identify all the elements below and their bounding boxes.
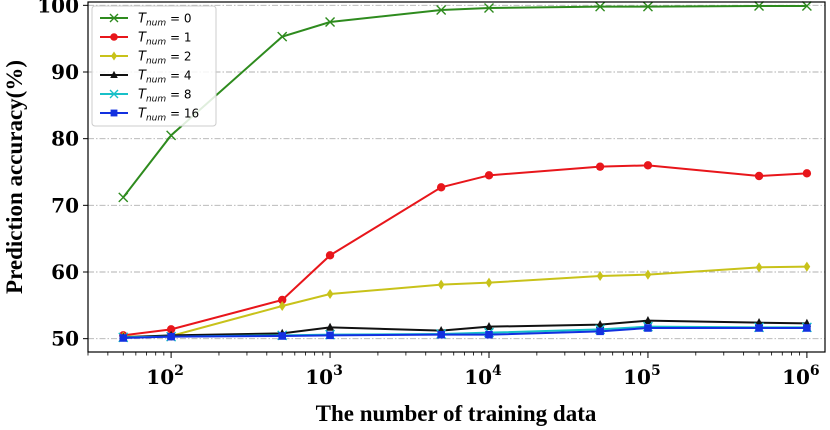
- y-tick-label: 50: [51, 327, 79, 351]
- y-tick-label: 70: [51, 193, 79, 217]
- x-marker: [118, 192, 129, 203]
- x-marker: [109, 13, 119, 23]
- x-tick-label: 103: [305, 363, 343, 389]
- x-axis-title: The number of training data: [316, 401, 597, 426]
- square-marker: [278, 332, 286, 340]
- square-marker: [119, 334, 128, 342]
- diamond-marker: [485, 277, 493, 288]
- square-marker: [803, 324, 811, 332]
- circle-marker: [278, 295, 287, 305]
- diamond-marker: [110, 51, 118, 61]
- legend-label: Tnum = 8: [138, 88, 191, 105]
- diamond-marker: [803, 261, 811, 272]
- series-line: [123, 327, 807, 339]
- triangle-marker: [754, 318, 764, 327]
- diamond-marker: [755, 262, 763, 273]
- x-marker: [484, 3, 494, 13]
- legend-label: Tnum = 0: [138, 12, 191, 29]
- legend-label: Tnum = 16: [138, 107, 199, 124]
- x-marker: [436, 5, 447, 15]
- triangle-marker: [110, 70, 118, 79]
- x-marker: [595, 1, 606, 12]
- x-marker: [109, 89, 119, 99]
- diamond-marker: [278, 300, 286, 312]
- triangle-marker: [643, 316, 653, 325]
- triangle-marker: [595, 320, 605, 329]
- series-line: [123, 319, 807, 339]
- circle-marker: [754, 171, 764, 181]
- circle-marker: [484, 171, 494, 180]
- x-marker: [325, 17, 336, 27]
- diamond-marker: [596, 270, 604, 282]
- x-tick-label: 105: [623, 363, 661, 389]
- square-marker: [110, 109, 118, 117]
- x-marker: [642, 1, 653, 12]
- x-tick-label: 104: [464, 363, 502, 389]
- x-tick-label: 102: [146, 363, 184, 389]
- y-axis-title: Prediction accuracy(%): [2, 60, 27, 294]
- square-marker: [596, 327, 604, 336]
- circle-marker: [595, 162, 605, 171]
- x-marker: [277, 31, 288, 42]
- legend-label: Tnum = 1: [138, 31, 191, 48]
- series-line: [123, 164, 807, 337]
- y-tick-label: 60: [51, 260, 79, 284]
- circle-marker: [802, 169, 812, 178]
- x-marker: [754, 1, 765, 11]
- series-layer: [118, 1, 812, 343]
- square-marker: [437, 330, 445, 339]
- square-marker: [326, 331, 334, 340]
- series-1: [119, 161, 812, 340]
- plot-frame: [87, 1, 826, 353]
- axis-ticks: 50 60 70 80 90 100 102 103 104 105 106: [37, 0, 819, 389]
- circle-marker: [325, 251, 335, 260]
- triangle-marker: [484, 322, 494, 331]
- x-marker: [166, 130, 177, 141]
- circle-marker: [436, 183, 446, 192]
- circle-marker: [643, 161, 653, 170]
- triangle-marker: [325, 322, 335, 331]
- x-tick-label: 106: [782, 363, 820, 389]
- circle-marker: [110, 33, 118, 41]
- diamond-marker: [644, 269, 652, 280]
- legend-label: Tnum = 2: [138, 50, 191, 67]
- series-16: [119, 324, 811, 342]
- square-marker: [167, 332, 175, 341]
- square-marker: [485, 330, 493, 339]
- series-line: [123, 265, 807, 338]
- series-2: [119, 261, 811, 342]
- square-marker: [644, 324, 652, 332]
- diamond-marker: [437, 279, 445, 290]
- legend-label: Tnum = 4: [138, 69, 191, 86]
- y-tick-label: 100: [37, 0, 79, 17]
- series-line: [122, 5, 807, 198]
- y-tick-label: 90: [51, 60, 79, 84]
- circle-marker: [166, 325, 176, 334]
- diamond-marker: [326, 288, 334, 300]
- series-0: [118, 1, 812, 203]
- x-marker: [801, 1, 812, 11]
- square-marker: [755, 324, 763, 332]
- legend: Tnum = 0 Tnum = 1 Tnum = 2 Tnum = 4 Tnum = 8…: [91, 5, 217, 127]
- y-tick-label: 80: [51, 127, 79, 151]
